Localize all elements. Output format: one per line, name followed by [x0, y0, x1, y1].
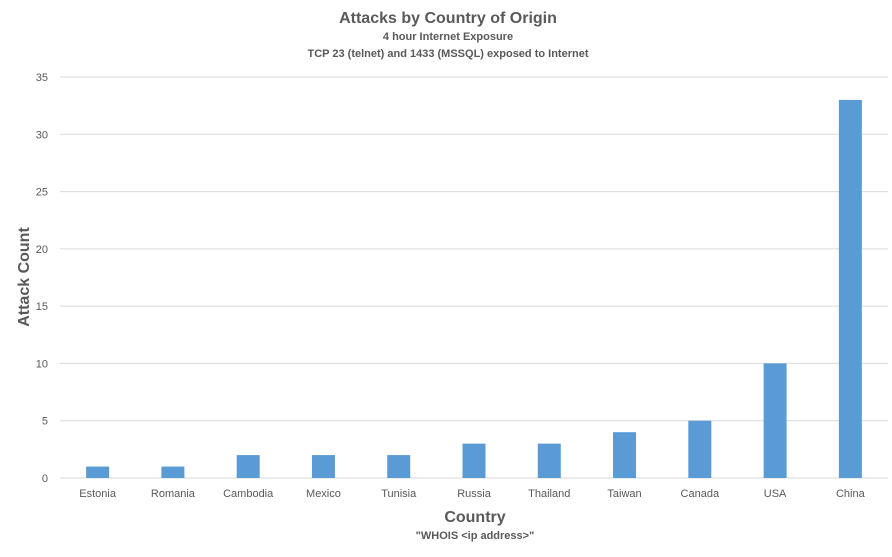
- x-tick-label: Canada: [681, 488, 720, 500]
- bar-usa: [763, 363, 787, 478]
- x-axis-title: Country: [444, 509, 505, 526]
- y-tick-label: 15: [36, 301, 48, 313]
- bar-tunisia: [387, 455, 411, 478]
- x-axis-ticks: Estonia Romania Cambodia Mexico Tunisia Russi…: [79, 488, 865, 500]
- y-tick-label: 30: [36, 129, 48, 141]
- chart-title: Attacks by Country of Origin: [339, 10, 557, 27]
- bar-russia: [462, 443, 486, 478]
- x-tick-label: Russia: [457, 488, 492, 500]
- x-tick-label: Estonia: [79, 488, 117, 500]
- gridlines: [60, 76, 888, 479]
- y-axis-title: Attack Count: [16, 227, 33, 327]
- y-tick-label: 35: [36, 72, 48, 84]
- bar-china: [838, 99, 862, 479]
- y-tick-label: 25: [36, 187, 48, 199]
- bar-canada: [688, 420, 712, 478]
- x-tick-label: Cambodia: [223, 488, 274, 500]
- y-tick-label: 20: [36, 244, 48, 256]
- x-tick-label: China: [836, 488, 866, 500]
- bar-estonia: [86, 466, 110, 478]
- bar-romania: [161, 466, 185, 478]
- chart-subtitle-exposure: 4 hour Internet Exposure: [383, 31, 513, 43]
- bar-cambodia: [236, 455, 260, 478]
- x-tick-label: USA: [764, 488, 787, 500]
- bars: [86, 99, 862, 479]
- x-tick-label: Romania: [151, 488, 196, 500]
- x-tick-label: Tunisia: [381, 488, 417, 500]
- y-axis-ticks: 0 5 10 15 20 25 30 35: [36, 72, 48, 485]
- x-tick-label: Thailand: [528, 488, 570, 500]
- x-tick-label: Mexico: [306, 488, 341, 500]
- bar-thailand: [537, 443, 561, 478]
- y-tick-label: 10: [36, 358, 48, 370]
- bar-taiwan: [613, 432, 637, 478]
- y-tick-label: 5: [42, 416, 48, 428]
- y-tick-label: 0: [42, 473, 48, 485]
- bar-mexico: [311, 455, 335, 478]
- chart-subtitle-ports: TCP 23 (telnet) and 1433 (MSSQL) exposed…: [308, 48, 589, 60]
- x-tick-label: Taiwan: [607, 488, 641, 500]
- x-axis-subtitle: "WHOIS <ip address>": [416, 530, 535, 542]
